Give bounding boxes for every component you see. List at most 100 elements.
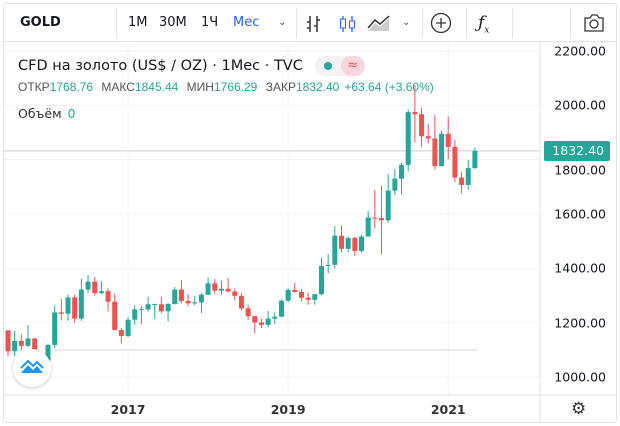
candle-body [218, 288, 224, 291]
tradingview-logo[interactable] [13, 349, 51, 387]
divider [296, 8, 297, 38]
candle-body [265, 318, 271, 325]
divider [466, 8, 467, 38]
x-tick-label: 2019 [270, 402, 306, 417]
candle-body [385, 190, 391, 221]
candle-body [439, 133, 445, 167]
interval-30m[interactable]: 30M [159, 15, 187, 30]
candle-body [205, 283, 211, 295]
low-value: 1766.29 [213, 80, 258, 94]
high-label: МАКС [101, 80, 135, 94]
y-tick-label: 1000.00 [554, 369, 606, 385]
interval-1m[interactable]: 1M [128, 15, 148, 30]
volume-label: Объём [18, 106, 62, 121]
open-value: 1768.76 [49, 80, 94, 94]
delayed-data-icon: ≈ [340, 56, 365, 76]
fx-icon[interactable]: ƒx [478, 13, 490, 36]
candle-body [172, 289, 178, 304]
candle-body [238, 295, 244, 309]
symbol-button[interactable]: GOLD [20, 15, 61, 30]
status-pill: ≈ [314, 56, 365, 76]
candle-body [212, 283, 218, 291]
candle-body [412, 112, 418, 115]
candle-body [45, 344, 51, 361]
candle-body [272, 316, 278, 319]
candle-body [232, 291, 238, 296]
candle-body [365, 217, 371, 237]
candle-body [452, 146, 458, 178]
y-tick-label: 2000.00 [554, 97, 606, 113]
y-tick-label: 2200.00 [554, 43, 606, 59]
interval-month[interactable]: Мес [233, 15, 260, 30]
candle-body [305, 297, 311, 300]
candle-body [285, 289, 291, 301]
candle-body [78, 289, 84, 319]
legend-title: CFD на золото (US$ / OZ) · 1Мес · TVC ≈ [18, 56, 365, 76]
candle-body [425, 136, 431, 139]
candle-body [65, 297, 71, 314]
candle-body [392, 178, 398, 191]
change-value: +63.64 (+3.60%) [344, 80, 434, 94]
x-tick-label: 2021 [430, 402, 466, 417]
candle-body [12, 340, 18, 352]
x-tick-label: 2017 [110, 402, 146, 417]
chevron-down-icon[interactable]: ⌄ [278, 17, 287, 28]
candle-body [325, 264, 331, 266]
candle-body [359, 236, 365, 251]
candle-body [298, 292, 304, 298]
bar-chart-icon[interactable] [304, 14, 324, 34]
candle-body [258, 322, 264, 325]
y-tick-label: 1200.00 [554, 315, 606, 331]
candle-body [318, 265, 324, 295]
candle-body [5, 330, 11, 352]
candlestick-icon[interactable] [338, 14, 358, 34]
y-tick-label: 1400.00 [554, 260, 606, 276]
candle-body [32, 338, 38, 360]
area-chart-icon[interactable] [366, 14, 392, 34]
open-label: ОТКР [18, 80, 50, 94]
interval-1h[interactable]: 1Ч [201, 15, 219, 30]
close-value: 1832.40 [295, 80, 340, 94]
candle-body [445, 133, 451, 147]
candle-body [345, 237, 351, 249]
low-label: МИН [186, 80, 214, 94]
candle-body [379, 218, 385, 221]
candle-body [132, 309, 138, 320]
plus-circle-icon[interactable] [430, 12, 452, 34]
candle-body [105, 291, 111, 302]
candle-body [339, 235, 344, 249]
candle-body [98, 291, 104, 294]
candle-body [472, 150, 478, 169]
chevron-down-icon[interactable]: ⌄ [402, 17, 411, 28]
candle-body [352, 237, 358, 251]
candle-body [252, 316, 258, 323]
market-open-dot-icon [323, 62, 332, 70]
candle-body [185, 300, 191, 304]
volume-value: 0 [67, 106, 76, 121]
candle-body [52, 312, 58, 345]
close-label: ЗАКР [265, 80, 296, 94]
logo-icon [20, 359, 44, 373]
y-tick-label: 1600.00 [554, 206, 606, 222]
candle-body [165, 303, 171, 312]
candle-body [152, 303, 158, 305]
volume-legend: Объём 0 [18, 106, 75, 121]
candle-body [118, 330, 124, 337]
candle-body [225, 288, 231, 292]
settings-gear-icon[interactable]: ⚙ [571, 399, 587, 419]
candle-body [25, 338, 31, 346]
candle-body [399, 164, 405, 179]
candle-body [312, 294, 318, 300]
candle-body [432, 138, 438, 167]
candle-body [72, 297, 78, 319]
candle-body [58, 312, 64, 314]
candle-body [405, 112, 411, 165]
candle-body [465, 168, 471, 185]
camera-icon[interactable] [583, 13, 605, 33]
candle-body [459, 177, 465, 185]
candle-body [292, 289, 298, 293]
candle-body [192, 302, 198, 304]
candle-body [18, 340, 24, 346]
series-title: CFD на золото (US$ / OZ) · 1Мес · TVC [18, 58, 303, 74]
